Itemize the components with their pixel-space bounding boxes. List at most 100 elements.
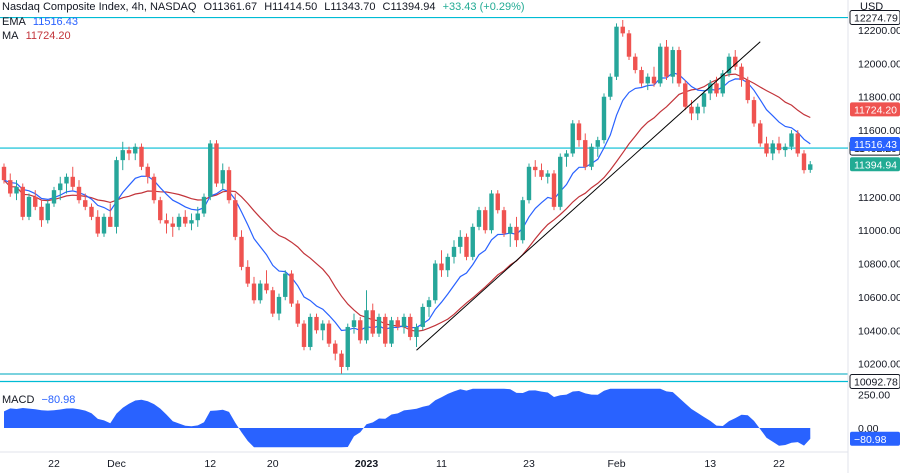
ma-badge-bg xyxy=(850,102,900,117)
candle-body xyxy=(276,296,282,314)
candle-body xyxy=(470,226,475,257)
time-axis: 22 Dec 12 20 2023 11 23 Feb 13 22 xyxy=(48,458,785,470)
candle-body xyxy=(726,56,732,74)
candle-body xyxy=(320,323,325,331)
level-badge-2-text: 10092.78 xyxy=(854,377,898,389)
candle-body xyxy=(283,273,288,297)
candle-body xyxy=(33,196,38,207)
ema-path xyxy=(3,72,811,332)
candle-body xyxy=(401,316,407,327)
candle-body xyxy=(458,236,463,247)
currency-label: USD xyxy=(860,1,884,13)
candle-body xyxy=(558,156,563,207)
ma-legend-label: MA xyxy=(2,30,19,42)
candle-body xyxy=(376,316,382,334)
candle-body xyxy=(564,153,569,157)
candle-body xyxy=(70,176,75,187)
candle-body xyxy=(383,316,388,344)
macd-legend-label: MACD xyxy=(2,394,35,406)
candle-body xyxy=(170,223,175,227)
candle-body xyxy=(108,216,113,227)
candle-body xyxy=(426,300,432,307)
candle-body xyxy=(314,316,319,331)
time-tick-label: 12 xyxy=(204,458,216,470)
candle-body xyxy=(333,343,338,354)
candle-body xyxy=(708,83,713,94)
candle-body xyxy=(233,200,238,237)
candle-body xyxy=(620,26,625,34)
candle-body xyxy=(308,316,313,347)
candle-body xyxy=(158,200,163,221)
ma-path xyxy=(3,73,811,332)
candle-body xyxy=(433,263,438,301)
candle-body xyxy=(145,166,150,177)
price-tick-label: 10600.00 xyxy=(858,292,900,304)
candle-body xyxy=(408,316,413,337)
candle-body xyxy=(364,310,369,341)
candle-body xyxy=(589,146,594,167)
candle-body xyxy=(164,220,169,224)
candle-body xyxy=(89,206,94,217)
macd-legend[interactable]: MACD −80.98 xyxy=(2,394,79,406)
candle-body xyxy=(795,133,800,154)
candle-body xyxy=(95,216,100,234)
ma-legend[interactable]: MA 11724.20 xyxy=(2,30,75,42)
candle-body xyxy=(664,46,669,77)
candle-body xyxy=(601,96,607,141)
level-badge-0-bg xyxy=(849,10,900,26)
close-badge-bg xyxy=(850,157,900,172)
candle-body xyxy=(489,193,494,231)
candle-body xyxy=(770,143,775,154)
candle-body xyxy=(526,166,532,201)
candle-body xyxy=(220,170,225,184)
candle-body xyxy=(139,146,144,167)
candle-body xyxy=(251,283,257,301)
candle-body xyxy=(789,133,794,147)
candle-body xyxy=(151,176,157,201)
level-badge-0-text: 12274.79 xyxy=(854,13,898,25)
candle-body xyxy=(464,236,469,257)
candle-body xyxy=(801,153,807,171)
price-tick-label: 11000.00 xyxy=(858,225,900,237)
candle-body xyxy=(533,166,538,171)
candle-body xyxy=(14,186,19,194)
ma-legend-value: 11724.20 xyxy=(25,30,71,42)
candle-body xyxy=(76,186,82,201)
candle-body xyxy=(501,210,507,234)
candle-body xyxy=(570,123,575,154)
candle-body xyxy=(226,170,232,201)
price-tick-label: 11200.00 xyxy=(858,192,900,204)
macd-legend-value: −80.98 xyxy=(41,394,76,406)
candle-body xyxy=(639,70,644,84)
symbol-header: Nasdaq Composite Index, 4h, NASDAQ O1136… xyxy=(2,1,529,13)
macd-tick-label: 250.00 xyxy=(858,390,890,402)
time-tick-label: Dec xyxy=(107,458,126,470)
candle-body xyxy=(389,320,394,344)
candle-body xyxy=(1,166,7,181)
candle-body xyxy=(395,320,400,327)
candle-body xyxy=(583,140,588,167)
candle-body xyxy=(51,190,57,204)
candle-body xyxy=(733,56,738,67)
ema-legend[interactable]: EMA 11516.43 xyxy=(2,16,82,28)
ma-line xyxy=(3,73,811,332)
ma-badge-text: 11724.20 xyxy=(854,104,897,116)
candle-body xyxy=(633,56,638,71)
candle-body xyxy=(445,256,450,271)
symbol-title: Nasdaq Composite Index, 4h, NASDAQ xyxy=(2,1,197,13)
candle-body xyxy=(545,173,550,177)
candle-body xyxy=(339,353,344,367)
ohlc-open: O11361.67 xyxy=(203,1,258,13)
ema-badge-text: 11516.43 xyxy=(854,139,897,151)
time-tick-label: 22 xyxy=(48,458,60,470)
candle-body xyxy=(689,106,694,114)
ohlc-change: +33.43 (+0.29%) xyxy=(442,1,525,13)
macd-badge-bg xyxy=(850,431,900,446)
time-tick-label: 23 xyxy=(523,458,535,470)
candle-body xyxy=(676,50,682,84)
candle-body xyxy=(751,100,757,124)
candle-body xyxy=(439,263,444,271)
candle-body xyxy=(45,203,50,221)
candle-body xyxy=(683,83,688,107)
